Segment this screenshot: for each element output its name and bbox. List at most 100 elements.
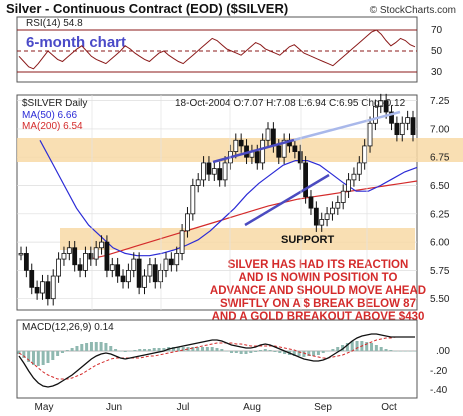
price-bar-body bbox=[136, 258, 142, 288]
macd-histogram-bar bbox=[249, 351, 253, 353]
x-tick-label: Sep bbox=[314, 402, 332, 413]
price-bar-body bbox=[351, 173, 357, 181]
price-bar-body bbox=[410, 117, 416, 136]
macd-histogram-bar bbox=[22, 351, 26, 358]
price-bar-body bbox=[340, 190, 346, 203]
macd-label: MACD(12,26,9) 0.14 bbox=[22, 322, 114, 333]
macd-histogram-bar bbox=[162, 348, 166, 351]
macd-histogram-bar bbox=[201, 347, 205, 351]
macd-histogram-bar bbox=[147, 349, 151, 351]
price-panel: SUPPORT $SILVER Daily MA(50) 6.66 MA(200… bbox=[16, 93, 463, 323]
macd-histogram-bar bbox=[341, 345, 345, 351]
price-bar-body bbox=[260, 139, 266, 164]
macd-frame bbox=[16, 319, 418, 399]
macd-histogram-bar bbox=[389, 350, 393, 351]
price-bar-body bbox=[217, 168, 223, 181]
annotation-line-1: SILVER HAS HAD ITS REACTION bbox=[228, 259, 409, 271]
macd-histogram-bar bbox=[89, 342, 93, 351]
macd-histogram-bar bbox=[65, 350, 69, 351]
macd-histogram-bar bbox=[331, 349, 335, 351]
macd-histogram-bar bbox=[143, 349, 147, 351]
price-tick-label: 5.50 bbox=[430, 294, 450, 305]
price-bar-body bbox=[29, 269, 35, 288]
macd-histogram-bar bbox=[413, 351, 417, 352]
chart-title: Silver - Continuous Contract (EOD) ($SIL… bbox=[6, 1, 288, 16]
price-frame bbox=[16, 94, 418, 311]
price-bar-body bbox=[362, 145, 368, 164]
price-bar-body bbox=[281, 139, 287, 158]
rsi-tick-50: 50 bbox=[431, 46, 443, 57]
x-axis: May Jun Jul Aug Sep Oct bbox=[35, 95, 397, 413]
macd-histogram-bar bbox=[321, 351, 325, 353]
macd-histogram-bar bbox=[278, 351, 282, 353]
upper-channel-line bbox=[212, 138, 295, 164]
macd-histogram-bar bbox=[157, 348, 161, 351]
macd-histogram-bar bbox=[118, 351, 122, 352]
annotation-line-2: AND IS NOWIN POSITION TO bbox=[239, 272, 398, 284]
macd-histogram-bar bbox=[312, 351, 316, 356]
ma200-line bbox=[89, 180, 418, 260]
macd-histogram-bar bbox=[258, 350, 262, 351]
macd-histogram-bar bbox=[297, 351, 301, 356]
price-bar-body bbox=[99, 241, 104, 249]
macd-histogram-bar bbox=[27, 351, 31, 362]
macd-histogram-bar bbox=[355, 341, 359, 351]
macd-histogram-bar bbox=[220, 349, 224, 351]
macd-histogram-bar bbox=[56, 351, 60, 356]
price-bar-body bbox=[163, 258, 169, 271]
price-bar-body bbox=[206, 162, 212, 175]
macd-histogram-bar bbox=[152, 348, 156, 351]
price-bar-body bbox=[120, 275, 126, 283]
macd-histogram-bar bbox=[370, 343, 374, 351]
lower-channel-line bbox=[244, 173, 330, 227]
rsi-frame bbox=[16, 16, 418, 83]
price-bar-body bbox=[158, 269, 164, 283]
price-bar-body bbox=[18, 253, 24, 256]
macd-histogram-bar bbox=[273, 351, 277, 352]
price-bar-body bbox=[378, 100, 384, 107]
macd-tick-0: .00 bbox=[436, 346, 450, 357]
rsi-tick-70: 70 bbox=[431, 25, 443, 36]
macd-histogram-bar bbox=[210, 347, 214, 351]
macd-histogram-bar bbox=[104, 343, 108, 351]
macd-histogram-bar bbox=[36, 351, 40, 366]
price-bar-body bbox=[313, 207, 319, 226]
macd-tick-neg40: -.40 bbox=[430, 385, 448, 396]
price-bar-body bbox=[152, 264, 158, 283]
price-bar-body bbox=[394, 122, 400, 136]
macd-histogram-bar bbox=[114, 349, 118, 351]
price-bar-body bbox=[211, 168, 217, 175]
macd-histogram-bar bbox=[268, 350, 272, 351]
price-tick-label: 6.50 bbox=[430, 181, 450, 192]
quote-info: 18-Oct-2004 O:7.07 H:7.08 L:6.94 C:6.95 … bbox=[175, 98, 406, 109]
price-bar-body bbox=[109, 264, 115, 271]
price-bar-body bbox=[131, 258, 137, 271]
price-bars bbox=[18, 93, 416, 306]
price-bar-body bbox=[190, 185, 196, 215]
price-bar-body bbox=[346, 179, 351, 192]
macd-histogram-bar bbox=[46, 351, 50, 363]
macd-histogram-bar bbox=[138, 349, 142, 351]
macd-histogram-bar bbox=[263, 349, 267, 351]
price-bar-body bbox=[88, 253, 94, 260]
annotation-line-3: ADVANCE AND SHOULD MOVE AHEAD bbox=[210, 285, 426, 297]
macd-histogram-bar bbox=[365, 342, 369, 351]
macd-histogram-bar bbox=[17, 351, 21, 354]
macd-histogram-bar bbox=[408, 351, 412, 352]
macd-histogram-bar bbox=[51, 351, 55, 360]
macd-histogram-bar bbox=[283, 351, 287, 354]
x-tick-label: Jun bbox=[106, 402, 122, 413]
price-bar-body bbox=[104, 241, 110, 271]
price-bar-body bbox=[373, 105, 378, 124]
macd-line bbox=[18, 333, 415, 388]
price-bar-body bbox=[179, 230, 185, 254]
price-bar-body bbox=[222, 162, 228, 181]
price-bar-body bbox=[254, 151, 260, 164]
annotation-line-4: SWIFTLY ON A $ BREAK BELOW 87 bbox=[220, 298, 416, 310]
price-bar-body bbox=[303, 162, 309, 198]
macd-histogram-bar bbox=[172, 347, 176, 351]
macd-histogram-bar bbox=[94, 342, 98, 351]
price-bar-body bbox=[66, 247, 72, 254]
